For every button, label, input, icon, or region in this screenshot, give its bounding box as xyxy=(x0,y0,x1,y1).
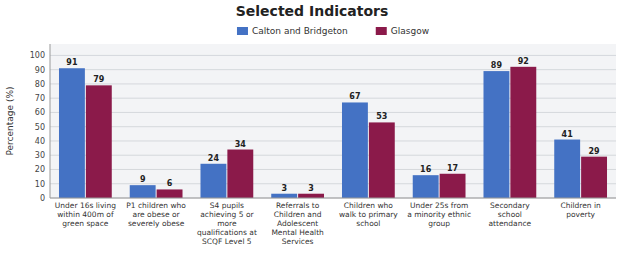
bar xyxy=(157,189,183,198)
bar xyxy=(369,122,395,198)
bar xyxy=(130,185,156,198)
y-tick-label: 0 xyxy=(40,194,45,203)
legend-swatch xyxy=(237,27,248,35)
x-tick-label: Children whowalk to primaryschool xyxy=(339,201,398,228)
y-tick-label: 10 xyxy=(35,180,45,189)
x-tick-label: Under 25s froma minority ethnicgroup xyxy=(407,201,471,228)
data-label: 9 xyxy=(140,175,146,184)
y-tick-label: 50 xyxy=(35,123,45,132)
y-tick-label: 100 xyxy=(30,51,45,60)
data-label: 24 xyxy=(208,154,220,163)
data-label: 6 xyxy=(167,179,173,188)
x-tick-label: S4 pupilsachieving 5 ormorequalification… xyxy=(197,201,257,246)
bar xyxy=(298,194,324,198)
y-tick-label: 60 xyxy=(35,108,45,117)
data-label: 3 xyxy=(308,184,314,193)
plot-background xyxy=(50,44,616,198)
bar xyxy=(200,164,226,198)
bar xyxy=(483,71,509,198)
data-label: 17 xyxy=(447,164,458,173)
bar xyxy=(581,157,607,198)
legend: Calton and Bridgeton Glasgow xyxy=(237,26,429,36)
chart-container: Selected Indicators 0 10 20 30 40 50 60 70 80 90 10… xyxy=(0,0,624,263)
y-tick-label: 40 xyxy=(35,137,45,146)
legend-item: Glasgow xyxy=(376,26,429,36)
x-axis xyxy=(50,198,616,199)
bar xyxy=(554,140,580,198)
x-tick-label: Children inpoverty xyxy=(560,201,601,219)
chart: Selected Indicators 0 10 20 30 40 50 60 70 80 90 10… xyxy=(0,0,624,263)
grid-line xyxy=(50,198,616,199)
x-tick-label: Secondaryschoolattendance xyxy=(489,201,532,228)
x-tick-label: Referrals toChildren andAdolescentMental… xyxy=(271,201,324,246)
data-label: 79 xyxy=(93,75,105,84)
bar xyxy=(413,175,439,198)
data-label: 89 xyxy=(491,61,503,70)
data-labels: 91 9 24 3 67 16 89 41 79 6 34 3 53 17 92 29 xyxy=(66,57,600,193)
y-axis-label: Percentage (%) xyxy=(5,86,15,155)
legend-swatch xyxy=(376,27,387,35)
data-label: 53 xyxy=(376,112,387,121)
y-tick-label: 20 xyxy=(35,165,45,174)
x-tick-label: Under 16s livingwithin 400m ofgreen spac… xyxy=(55,201,116,228)
title: Selected Indicators xyxy=(236,3,389,19)
y-axis xyxy=(50,44,51,198)
bar xyxy=(59,68,85,198)
y-tick-label: 80 xyxy=(35,80,45,89)
data-label: 34 xyxy=(235,140,247,149)
data-label: 92 xyxy=(518,57,529,66)
x-tick-label: P1 children whoare obese orseverely obes… xyxy=(126,201,186,228)
data-label: 41 xyxy=(562,130,574,139)
bar xyxy=(342,102,368,198)
bars xyxy=(59,67,607,198)
legend-item: Calton and Bridgeton xyxy=(237,26,348,36)
y-tick-label: 70 xyxy=(35,94,45,103)
bar xyxy=(271,194,297,198)
data-label: 3 xyxy=(281,184,287,193)
bar xyxy=(86,85,112,198)
bar xyxy=(440,174,466,198)
data-label: 91 xyxy=(66,58,78,67)
legend-label: Glasgow xyxy=(391,26,429,36)
data-label: 16 xyxy=(420,165,432,174)
grid-line xyxy=(50,55,616,56)
data-label: 67 xyxy=(349,92,360,101)
data-label: 29 xyxy=(588,147,600,156)
legend-label: Calton and Bridgeton xyxy=(252,26,348,36)
bar xyxy=(510,67,536,198)
y-tick-label: 30 xyxy=(35,151,45,160)
bar xyxy=(227,150,253,198)
y-tick-label: 90 xyxy=(35,66,45,75)
